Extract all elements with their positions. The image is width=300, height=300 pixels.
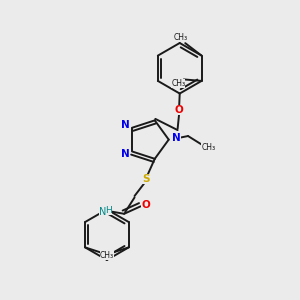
Text: H: H [105,206,112,215]
Text: CH₃: CH₃ [201,143,215,152]
Text: CH₃: CH₃ [171,80,185,88]
Text: O: O [142,200,150,210]
Text: S: S [142,174,150,184]
Text: N: N [172,133,181,143]
Text: N: N [121,120,130,130]
Text: N: N [121,149,130,159]
Text: N: N [99,207,106,217]
Text: CH₃: CH₃ [100,250,114,260]
Text: CH₃: CH₃ [100,250,114,260]
Text: O: O [175,105,184,115]
Text: CH₃: CH₃ [174,33,188,42]
